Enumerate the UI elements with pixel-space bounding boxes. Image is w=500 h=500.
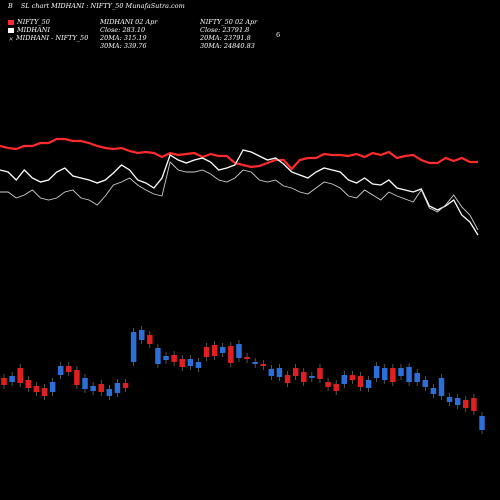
candle-body [454,398,461,405]
candle-body [398,368,404,376]
candle-body [179,359,185,367]
candle-body [25,380,32,388]
candle-body [236,344,242,358]
candle-body [252,362,258,364]
legend-item-ratio: ✕ MIDHANI - NIFTY_50 [8,34,89,43]
candle-body [49,382,56,392]
candle-body [219,347,226,353]
candle-body [163,356,169,360]
legend-swatch-midhani [8,27,14,33]
candle-body [325,382,331,387]
candle-body [438,378,445,396]
candle-body [463,400,469,408]
candle-body [74,370,80,385]
midhani-info-block: MIDHANI 02 Apr Close: 283.10 20MA: 315.1… [100,18,157,50]
legend-label-ratio: MIDHANI - NIFTY_50 [16,34,89,42]
candle-body [155,348,161,364]
candle-body [446,397,453,402]
nifty-close: Close: 23791.8 [200,26,250,34]
candle-body [114,383,121,393]
candle-body [341,375,348,384]
midhani-close: Close: 283.10 [100,26,146,34]
candle-body [244,357,250,359]
candle-body [98,384,104,392]
title-prefix: B [8,2,13,10]
candle-body [147,335,153,344]
candle-body [365,380,372,388]
candle-body [260,364,267,366]
candle-body [284,375,291,383]
candle-body [41,388,48,396]
candle-body [349,375,356,380]
legend-swatch-ratio: ✕ [8,35,14,43]
candle-body [66,366,72,372]
candle-body [406,367,412,382]
candle-body [357,376,364,387]
candle-body [17,368,23,383]
candle-body [9,376,15,382]
candle-body [333,384,339,391]
nifty-30ma: 30MA: 24840.83 [200,42,255,50]
series-line-midhani-nifty-50 [0,161,479,231]
series-line-midhani [0,149,479,236]
chart-title-row: B SL chart MIDHANI : NIFTY_50 MunafaSutr… [8,2,191,10]
candle-body [138,330,145,340]
candle-body [130,332,137,362]
candle-body [1,378,7,385]
candle-body [90,386,96,391]
legend-item-midhani: MIDHANI [8,26,88,34]
candle-body [268,369,275,376]
candle-body [57,366,64,375]
candle-body [292,368,299,376]
candle-body [211,345,218,356]
candle-body [195,362,202,368]
stray-number: 6 [276,31,281,39]
candle-body [471,398,477,411]
legend-label-midhani: MIDHANI [17,26,51,34]
candle-body [106,389,113,396]
candle-body [33,386,40,392]
candle-body [422,380,429,387]
midhani-20ma: 20MA: 315.19 [100,34,147,42]
candle-body [82,378,88,389]
candle-body [479,416,485,430]
candle-body [171,355,177,362]
series-line-nifty-50 [0,137,478,171]
legend: NIFTY_50 MIDHANI ✕ MIDHANI - NIFTY_50 [8,18,89,43]
midhani-date: MIDHANI 02 Apr [100,18,158,26]
legend-swatch-nifty [8,19,14,25]
candle-body [373,366,380,378]
chart-title: SL chart MIDHANI : NIFTY_50 MunafaSutra.… [20,2,185,10]
candle-body [382,368,388,380]
nifty-info-block: NIFTY_50 02 Apr Close: 23791.8 20MA: 237… [200,18,257,50]
nifty-date: NIFTY_50 02 Apr [200,18,258,26]
candle-body [301,372,307,382]
candle-body [414,373,420,382]
candle-body [203,347,210,357]
legend-item-nifty: NIFTY_50 [8,18,88,26]
candle-body [317,368,323,379]
midhani-30ma: 30MA: 339.76 [100,42,147,50]
candle-body [430,388,437,394]
candle-body [122,383,129,388]
candle-body [390,368,396,382]
candle-body [276,368,283,377]
nifty-20ma: 20MA: 23791.8 [200,34,251,42]
legend-label-nifty: NIFTY_50 [17,18,50,26]
candle-body [309,376,315,378]
candle-body [187,359,194,366]
candle-body [228,346,234,363]
